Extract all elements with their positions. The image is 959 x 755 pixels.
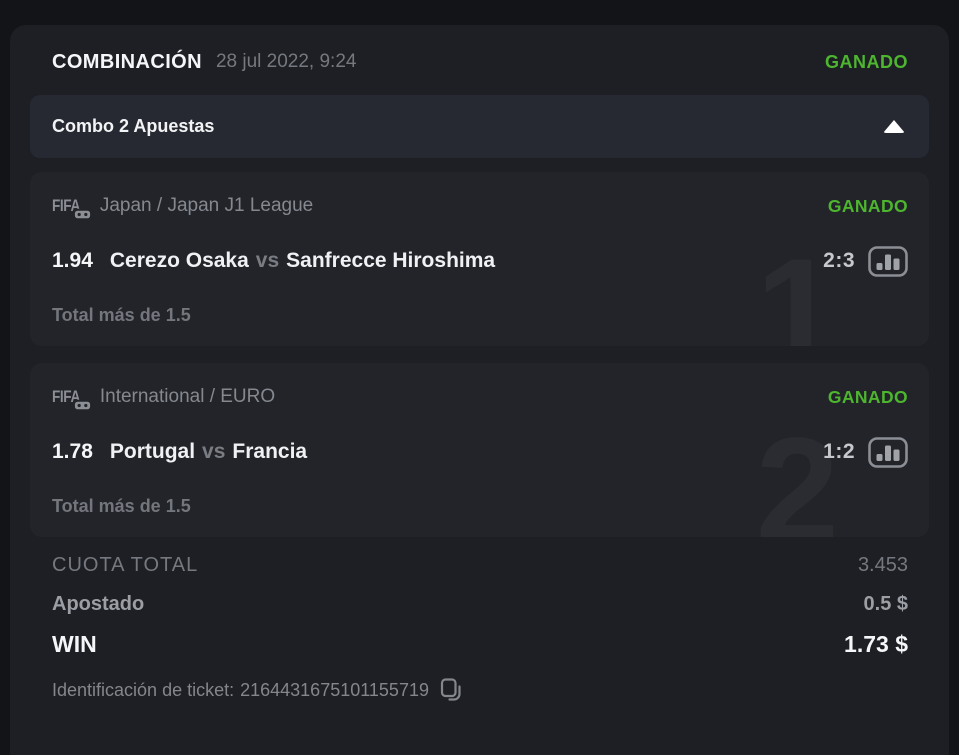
home-team: Portugal xyxy=(109,440,196,463)
bet-index-watermark: 2 xyxy=(755,406,839,537)
match-teams: Portugal vs Francia xyxy=(110,440,307,464)
bar-chart-icon xyxy=(868,245,908,277)
ticket-id-row: Identificación de ticket: 21644316751011… xyxy=(52,677,908,703)
stake-value: 0.5 $ xyxy=(863,593,908,615)
match-score: 1:2 xyxy=(823,440,855,463)
league-row: FIFA International / EURO GANADO xyxy=(52,386,908,412)
bet-datetime: 28 jul 2022, 9:24 xyxy=(215,51,357,72)
odds-value: 1.94 xyxy=(52,249,93,272)
bet-list: 1 FIFA Japan / Japan J1 League GANADO 1.… xyxy=(30,172,929,537)
match-stats-button[interactable] xyxy=(868,245,908,277)
collapse-triangle-icon[interactable] xyxy=(883,120,905,133)
win-row: WIN 1.73 $ xyxy=(52,631,908,658)
league-name: International / EURO xyxy=(99,386,276,407)
ticket-header: COMBINACIÓN 28 jul 2022, 9:24 GANADO xyxy=(30,25,929,95)
combo-toggle-row[interactable]: Combo 2 Apuestas xyxy=(30,95,929,158)
odds-value: 1.78 xyxy=(52,440,93,463)
ticket-summary: CUOTA TOTAL 3.453 Apostado 0.5 $ WIN 1.7… xyxy=(30,554,929,703)
win-value: 1.73 $ xyxy=(844,631,908,657)
match-score: 2:3 xyxy=(823,249,855,272)
gamepad-icon xyxy=(72,399,92,412)
ticket-status-badge: GANADO xyxy=(825,51,908,72)
copy-ticket-id-button[interactable] xyxy=(439,677,463,703)
bet-status-badge: GANADO xyxy=(827,195,908,216)
combo-label: Combo 2 Apuestas xyxy=(52,116,215,136)
win-label: WIN xyxy=(52,631,97,657)
match-row: 1.78 Portugal vs Francia 1:2 xyxy=(52,436,908,468)
market-name: Total más de 1.5 xyxy=(52,496,191,516)
match-row: 1.94 Cerezo Osaka vs Sanfrecce Hiroshima 2… xyxy=(52,245,908,277)
home-team: Cerezo Osaka xyxy=(109,249,249,272)
stake-label: Apostado xyxy=(52,593,145,615)
bet-ticket-panel: COMBINACIÓN 28 jul 2022, 9:24 GANADO Com… xyxy=(10,25,949,755)
bar-chart-icon xyxy=(868,436,908,468)
bet-card: 1 FIFA Japan / Japan J1 League GANADO 1.… xyxy=(30,172,929,346)
match-teams: Cerezo Osaka vs Sanfrecce Hiroshima xyxy=(110,249,495,273)
bet-card: 2 FIFA International / EURO GANADO 1.78 … xyxy=(30,363,929,537)
away-team: Sanfrecce Hiroshima xyxy=(286,249,496,272)
vs-label: vs xyxy=(255,249,280,272)
fifa-esports-icon: FIFA xyxy=(52,388,92,412)
bet-index-watermark: 1 xyxy=(755,227,839,346)
fifa-esports-icon: FIFA xyxy=(52,197,92,221)
total-odds-label: CUOTA TOTAL xyxy=(52,554,199,576)
league-name: Japan / Japan J1 League xyxy=(99,195,314,216)
bet-status-badge: GANADO xyxy=(827,386,908,407)
market-name: Total más de 1.5 xyxy=(52,305,191,325)
copy-icon xyxy=(440,678,461,701)
stake-row: Apostado 0.5 $ xyxy=(52,593,908,616)
ticket-id-value: 2164431675101155719 xyxy=(240,679,429,700)
bet-type-title: COMBINACIÓN xyxy=(52,50,202,73)
away-team: Francia xyxy=(232,440,308,463)
total-odds-row: CUOTA TOTAL 3.453 xyxy=(52,554,908,577)
ticket-id-label: Identificación de ticket: xyxy=(52,679,235,700)
league-row: FIFA Japan / Japan J1 League GANADO xyxy=(52,195,908,221)
match-stats-button[interactable] xyxy=(868,436,908,468)
vs-label: vs xyxy=(202,440,226,463)
gamepad-icon xyxy=(72,208,92,221)
total-odds-value: 3.453 xyxy=(857,554,908,576)
